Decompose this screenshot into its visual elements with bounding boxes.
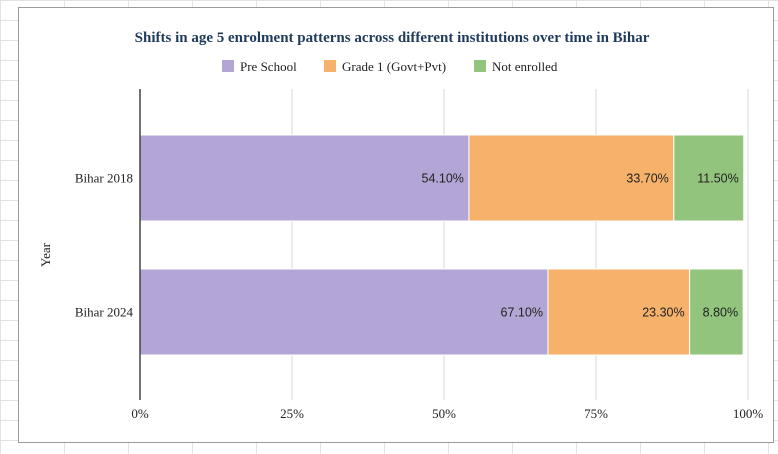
chart-title: Shifts in age 5 enrolment patterns acros… bbox=[135, 30, 650, 46]
data-label: 23.30% bbox=[642, 306, 684, 320]
legend-swatch bbox=[474, 60, 486, 72]
x-tick-label: 0% bbox=[131, 406, 149, 421]
bar-segment bbox=[468, 134, 675, 222]
bar-segment bbox=[139, 134, 470, 222]
legend-label: Not enrolled bbox=[492, 59, 558, 74]
bar-segment bbox=[139, 268, 549, 356]
x-tick-labels: 0% 25% 50% 75% 100% bbox=[131, 406, 763, 421]
category-label: Bihar 2024 bbox=[75, 305, 134, 320]
x-tick-label: 25% bbox=[280, 406, 304, 421]
data-label: 8.80% bbox=[703, 306, 738, 320]
bar-segment bbox=[547, 268, 691, 356]
data-label: 67.10% bbox=[501, 306, 543, 320]
bar-segment bbox=[689, 268, 744, 356]
bars: 54.10% 33.70% 11.50% 67.10% 23.30% 8.80% bbox=[139, 134, 745, 356]
x-tick-label: 75% bbox=[584, 406, 608, 421]
category-labels: Bihar 2018 Bihar 2024 bbox=[75, 171, 134, 320]
category-label: Bihar 2018 bbox=[75, 171, 133, 186]
legend-swatch bbox=[324, 60, 336, 72]
data-label: 54.10% bbox=[422, 172, 464, 186]
legend: Pre School Grade 1 (Govt+Pvt) Not enrolled bbox=[222, 59, 558, 74]
legend-label: Pre School bbox=[240, 59, 297, 74]
chart-frame bbox=[18, 7, 774, 443]
legend-label: Grade 1 (Govt+Pvt) bbox=[342, 59, 446, 74]
x-tick-label: 100% bbox=[733, 406, 764, 421]
data-label: 11.50% bbox=[697, 172, 738, 186]
x-tick-label: 50% bbox=[432, 406, 456, 421]
bar-segment bbox=[673, 134, 745, 222]
legend-swatch bbox=[222, 60, 234, 72]
data-label: 33.70% bbox=[626, 172, 668, 186]
y-axis-title: Year bbox=[38, 242, 53, 267]
